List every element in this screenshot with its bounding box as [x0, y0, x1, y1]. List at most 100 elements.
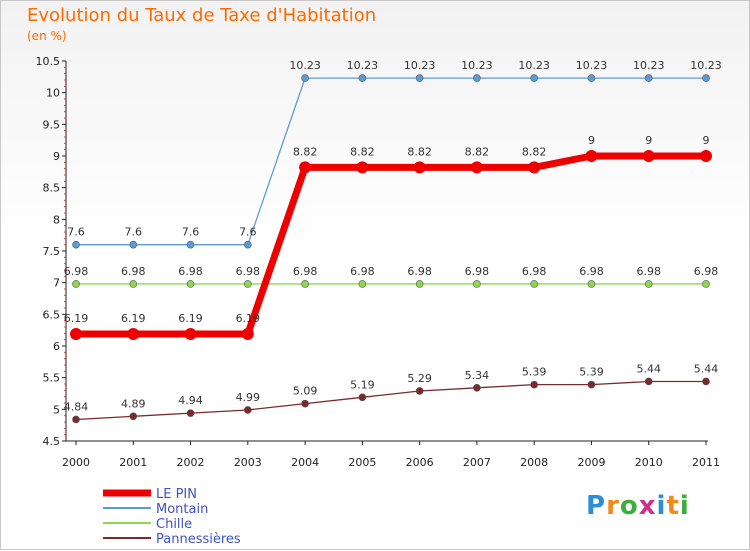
data-label: 9	[703, 134, 710, 147]
axes: 4.5 5 5.5 6 6.5 7 7.5 8 8.5 9 9.5 10 10.5 2000 2001 200…	[36, 55, 721, 469]
series-chille: 6.98 6.98 6.98 6.98 6.98 6.98 6.98 6.98 6.98 6.98…	[64, 265, 719, 288]
data-point	[244, 406, 252, 414]
data-label: 6.98	[636, 265, 661, 278]
data-point	[587, 280, 596, 288]
data-point	[700, 150, 712, 162]
data-point	[473, 280, 481, 288]
data-label: 6.19	[236, 312, 261, 325]
data-label: 5.29	[407, 372, 432, 385]
data-point	[585, 150, 598, 162]
y-tick-label: 9	[53, 150, 60, 163]
y-tick-label: 5.5	[43, 372, 61, 385]
series-line	[75, 77, 707, 246]
series-pannessières: 4.84 4.89 4.94 4.99 5.09 5.19 5.29 5.34 5.39 5.39…	[64, 362, 719, 424]
data-label: 10.23	[576, 59, 608, 72]
data-point	[530, 280, 538, 288]
data-point	[642, 150, 655, 162]
y-tick-label: 8.5	[43, 182, 61, 195]
logo-letter: P	[586, 491, 607, 521]
y-tick-label: 9.5	[43, 118, 61, 131]
logo-letter: r	[606, 491, 620, 521]
data-point	[702, 74, 710, 82]
x-tick-label: 2007	[463, 456, 491, 469]
chart-title: Evolution du Taux de Taxe d'Habitation	[27, 5, 377, 26]
data-label: 6.98	[579, 265, 604, 278]
data-point	[70, 327, 82, 340]
data-point	[186, 280, 195, 288]
data-label: 6.19	[121, 312, 146, 325]
data-label: 6.98	[694, 265, 719, 278]
data-label: 4.89	[121, 397, 146, 410]
data-label: 6.19	[64, 312, 89, 325]
data-label: 5.39	[522, 366, 547, 379]
data-label: 4.94	[178, 394, 203, 407]
data-label: 6.98	[522, 265, 547, 278]
data-point	[301, 399, 309, 408]
logo-letter: x	[638, 491, 657, 521]
data-point	[530, 380, 538, 389]
data-point	[644, 280, 653, 288]
data-label: 8.82	[407, 145, 432, 158]
data-point	[129, 240, 138, 249]
x-tick-label: 2004	[291, 456, 319, 469]
data-point	[473, 74, 481, 82]
data-point	[358, 280, 367, 288]
data-point	[184, 327, 197, 340]
data-label: 10.23	[518, 59, 550, 72]
data-point	[415, 387, 424, 395]
y-tick-label: 4.5	[43, 435, 61, 448]
data-label: 8.82	[465, 145, 490, 158]
data-label: 8.82	[522, 145, 547, 158]
data-label: 6.19	[178, 312, 203, 325]
data-label: 6.98	[64, 265, 89, 278]
data-point	[358, 393, 367, 402]
data-point	[358, 74, 367, 82]
data-label: 6.98	[236, 265, 261, 278]
data-point	[644, 74, 653, 82]
data-label: 5.44	[636, 362, 661, 375]
data-label: 10.23	[633, 59, 665, 72]
x-tick-label: 2009	[577, 456, 605, 469]
data-label: 10.23	[289, 59, 321, 72]
data-point	[301, 280, 309, 288]
legend-label: Montain	[156, 502, 208, 517]
data-label: 8.82	[293, 145, 318, 158]
data-label: 7.6	[239, 226, 257, 239]
data-label: 5.39	[579, 366, 604, 379]
data-label: 4.99	[236, 391, 261, 404]
series-line	[75, 380, 707, 421]
data-point	[644, 377, 653, 386]
legend-label: Pannessières	[156, 532, 241, 547]
y-tick-label: 5	[53, 403, 60, 416]
data-point	[415, 280, 424, 288]
y-tick-label: 10	[46, 87, 60, 100]
legend-label: LE PIN	[156, 487, 197, 502]
data-point	[244, 280, 252, 288]
data-label: 10.23	[347, 59, 379, 72]
data-label: 6.98	[407, 265, 432, 278]
x-tick-label: 2005	[348, 456, 376, 469]
data-point	[702, 280, 710, 288]
data-point	[473, 383, 481, 392]
data-label: 5.44	[694, 362, 719, 375]
legend-label: Chille	[156, 517, 192, 532]
data-label: 8.82	[350, 145, 375, 158]
data-point	[702, 377, 710, 386]
data-label: 6.98	[121, 265, 146, 278]
x-tick-label: 2006	[406, 456, 434, 469]
series-layer: 7.6 7.6 7.6 7.6 10.23 10.23 10.23 10.23 10.23 10.…	[64, 59, 722, 424]
data-label: 10.23	[690, 59, 722, 72]
data-label: 5.19	[350, 378, 375, 391]
data-point	[587, 380, 596, 389]
data-label: 7.6	[182, 226, 200, 239]
data-point	[470, 161, 483, 174]
x-tick-label: 2010	[635, 456, 663, 469]
data-label: 6.98	[350, 265, 375, 278]
data-label: 9	[645, 134, 652, 147]
y-tick-label: 7.5	[43, 245, 61, 258]
data-label: 9	[588, 134, 595, 147]
x-tick-label: 2008	[520, 456, 548, 469]
